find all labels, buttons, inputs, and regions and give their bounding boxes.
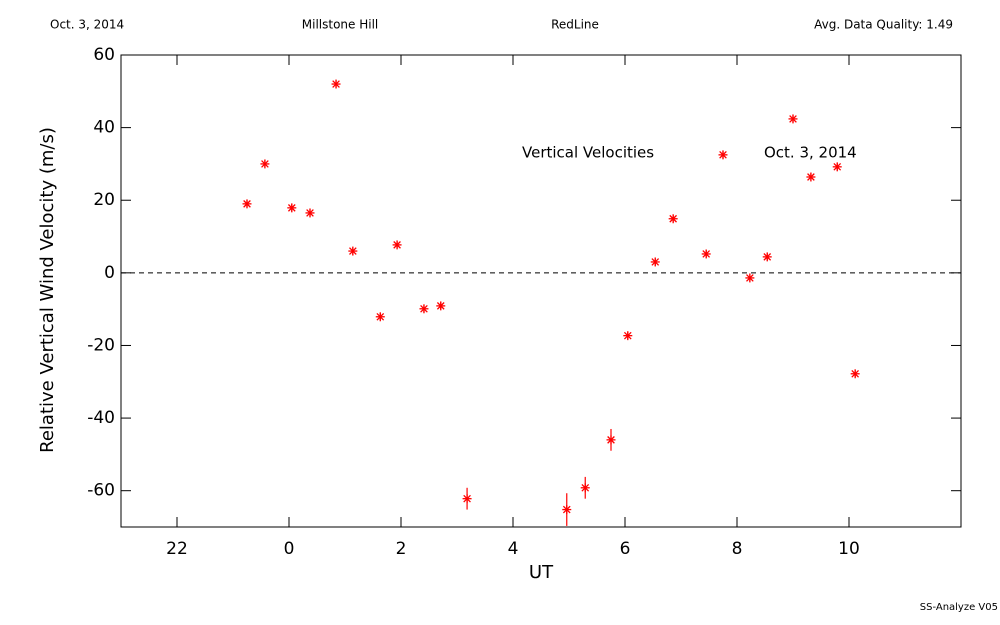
marker [348, 246, 358, 256]
marker [419, 304, 429, 314]
y-tick-label: -20 [87, 335, 115, 355]
marker [745, 273, 755, 283]
header-quality: Avg. Data Quality: 1.49 [814, 18, 953, 32]
marker [788, 114, 798, 124]
x-tick-label: 4 [508, 539, 519, 559]
marker-stroke [243, 200, 251, 208]
annotation: Oct. 3, 2014 [764, 144, 857, 162]
footer: SS-Analyze V05 [920, 602, 998, 613]
marker-stroke [581, 483, 590, 492]
marker [305, 208, 315, 218]
marker [462, 494, 472, 504]
x-tick-label: 2 [396, 539, 407, 559]
annotation: Vertical Velocities [522, 144, 654, 162]
marker-stroke [306, 209, 314, 217]
y-tick-label: 40 [93, 118, 115, 138]
header-date: Oct. 3, 2014 [50, 18, 124, 32]
marker [436, 301, 446, 311]
marker [606, 435, 616, 445]
marker-stroke [607, 436, 615, 444]
marker-stroke [349, 247, 357, 255]
x-tick-label: 22 [166, 539, 188, 559]
marker [668, 214, 678, 224]
marker-stroke [651, 258, 660, 266]
marker-stroke [623, 331, 632, 340]
y-tick-label: 20 [93, 190, 115, 210]
marker [242, 199, 252, 209]
marker [562, 505, 572, 515]
marker-stroke [833, 162, 842, 171]
x-tick-label: 8 [732, 539, 743, 559]
marker-stroke [463, 494, 471, 503]
marker [260, 159, 270, 169]
y-tick-label: 0 [104, 263, 115, 283]
plot-frame [120, 54, 962, 528]
marker-stroke [789, 115, 797, 123]
marker-stroke [669, 214, 677, 223]
marker [287, 203, 297, 213]
marker-stroke [287, 204, 296, 212]
marker [650, 257, 660, 267]
marker-stroke [763, 253, 772, 261]
marker [375, 312, 385, 322]
marker-stroke [807, 173, 815, 181]
marker [331, 79, 341, 89]
marker-stroke [332, 80, 340, 88]
marker-stroke [719, 151, 727, 159]
y-axis-title: Relative Vertical Wind Velocity (m/s) [37, 127, 58, 453]
marker [580, 483, 590, 493]
x-tick-label: 6 [620, 539, 631, 559]
x-tick-label: 0 [284, 539, 295, 559]
marker-stroke [702, 250, 711, 258]
marker-stroke [746, 274, 754, 282]
marker [762, 252, 772, 262]
x-tick-label: 10 [838, 539, 860, 559]
y-tick-label: -40 [87, 408, 115, 428]
marker-stroke [436, 302, 445, 310]
marker [806, 172, 816, 182]
marker-stroke [393, 241, 401, 249]
x-axis-title: UT [529, 562, 554, 583]
marker [850, 369, 860, 379]
header-instrument: RedLine [551, 18, 599, 32]
marker-stroke [376, 312, 385, 321]
marker-stroke [420, 304, 428, 313]
marker-stroke [851, 369, 859, 378]
marker [701, 249, 711, 259]
header-site: Millstone Hill [302, 18, 378, 32]
marker [392, 240, 402, 250]
y-tick-label: 60 [93, 45, 115, 65]
marker [832, 162, 842, 172]
marker-stroke [261, 160, 269, 168]
marker [623, 331, 633, 341]
marker-stroke [562, 505, 571, 514]
y-tick-label: -60 [87, 481, 115, 501]
marker [718, 150, 728, 160]
